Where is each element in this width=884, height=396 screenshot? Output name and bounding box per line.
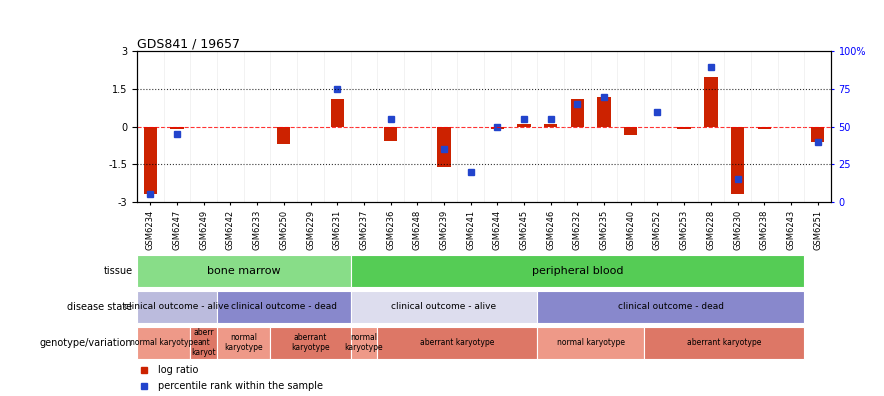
FancyBboxPatch shape [137, 255, 351, 287]
FancyBboxPatch shape [217, 291, 351, 323]
Bar [811, 127, 824, 142]
Text: peripheral blood: peripheral blood [531, 266, 623, 276]
Text: clinical outcome - alive: clinical outcome - alive [125, 303, 230, 311]
Bar [331, 99, 344, 127]
Bar [544, 124, 558, 127]
FancyBboxPatch shape [377, 326, 537, 359]
Text: GDS841 / 19657: GDS841 / 19657 [137, 37, 240, 50]
Text: clinical outcome - dead: clinical outcome - dead [618, 303, 724, 311]
Text: aberrant karyotype: aberrant karyotype [420, 338, 494, 347]
Text: genotype/variation: genotype/variation [40, 337, 133, 348]
FancyBboxPatch shape [351, 291, 537, 323]
Text: aberrant karyotype: aberrant karyotype [687, 338, 761, 347]
FancyBboxPatch shape [137, 291, 217, 323]
Bar [598, 97, 611, 127]
Text: normal
karyotype: normal karyotype [225, 333, 263, 352]
FancyBboxPatch shape [644, 326, 804, 359]
Text: log ratio: log ratio [158, 365, 198, 375]
FancyBboxPatch shape [137, 326, 190, 359]
Text: disease state: disease state [67, 302, 133, 312]
Text: percentile rank within the sample: percentile rank within the sample [158, 381, 323, 391]
Bar [438, 127, 451, 167]
Bar [705, 76, 718, 127]
Text: clinical outcome - dead: clinical outcome - dead [231, 303, 337, 311]
Text: normal
karyotype: normal karyotype [345, 333, 383, 352]
FancyBboxPatch shape [537, 326, 644, 359]
Bar [278, 127, 291, 144]
Text: clinical outcome - alive: clinical outcome - alive [392, 303, 497, 311]
FancyBboxPatch shape [271, 326, 351, 359]
Bar [677, 127, 690, 129]
Bar [171, 127, 184, 129]
Text: normal karyotype: normal karyotype [557, 338, 625, 347]
Bar [758, 127, 771, 129]
Bar [517, 124, 530, 127]
FancyBboxPatch shape [537, 291, 804, 323]
Text: aberrant
karyotype: aberrant karyotype [291, 333, 330, 352]
Text: aberr
ant
karyot: aberr ant karyot [192, 327, 216, 358]
Bar [571, 99, 584, 127]
FancyBboxPatch shape [217, 326, 271, 359]
FancyBboxPatch shape [190, 326, 217, 359]
Bar [491, 127, 504, 129]
Bar [731, 127, 744, 194]
FancyBboxPatch shape [351, 255, 804, 287]
Bar [624, 127, 637, 135]
Text: bone marrow: bone marrow [207, 266, 280, 276]
Text: tissue: tissue [103, 266, 133, 276]
FancyBboxPatch shape [351, 326, 377, 359]
Bar [144, 127, 157, 194]
Text: normal karyotype: normal karyotype [130, 338, 198, 347]
Bar [384, 127, 397, 141]
